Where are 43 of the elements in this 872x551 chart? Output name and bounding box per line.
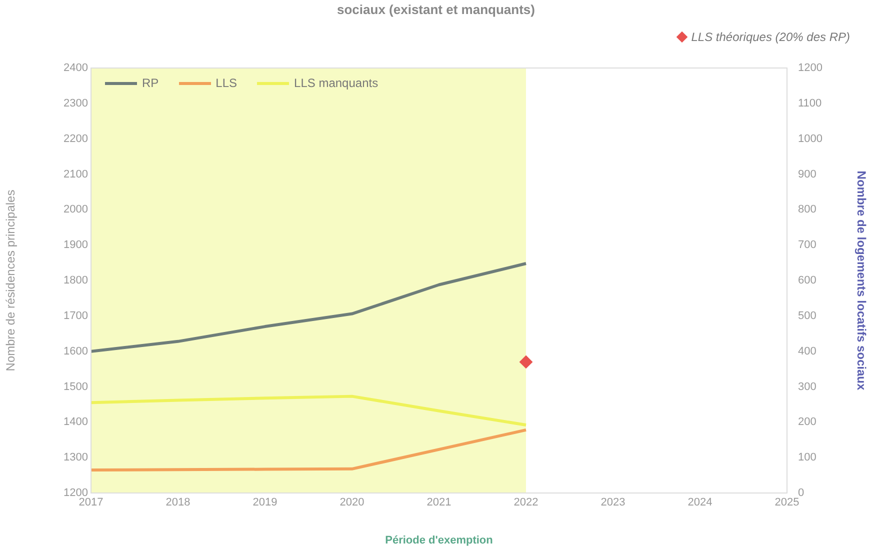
y2-tick-label: 900 [798,168,816,180]
y-tick-label: 1600 [64,345,88,358]
x-tick-label: 2020 [340,496,364,509]
x-tick-label: 2017 [78,496,104,509]
x-axis-title: Période d'exemption [385,534,494,546]
legend-label: LLS manquants [294,76,378,90]
y-tick-label: 2100 [64,168,88,180]
x-tick-label: 2024 [688,496,712,509]
y2-tick-label: 1100 [798,97,822,110]
y2-tick-label: 700 [798,239,816,252]
legend-label: LLS théoriques (20% des RP) [691,30,850,44]
chart-title: sociaux (existant et manquants) [336,2,536,17]
x-tick-label: 2025 [774,496,800,509]
y2-tick-label: 100 [798,452,816,464]
y-tick-label: 1900 [64,239,88,252]
y-tick-label: 2400 [64,62,88,74]
y-tick-label: 2200 [64,132,88,145]
x-tick-label: 2021 [426,496,452,509]
y-tick-label: 1200 [64,487,88,500]
y-axis-title: Nombre de résidences principales [4,190,18,372]
x-tick-label: 2019 [252,496,278,509]
y-tick-label: 1400 [64,416,88,428]
x-tick-label: 2022 [514,496,538,509]
y-tick-label: 2000 [64,204,88,216]
y2-tick-label: 1000 [798,132,822,145]
y-tick-label: 1500 [64,380,88,393]
legend-label: RP [142,76,159,90]
y2-tick-label: 300 [798,380,816,393]
y2-tick-label: 600 [798,274,816,287]
y2-tick-label: 400 [798,345,816,358]
y2-tick-label: 800 [798,204,816,216]
y-tick-label: 1700 [64,310,88,322]
y2-tick-label: 1200 [798,62,822,74]
y-tick-label: 1800 [64,274,88,287]
legend-label: LLS [216,76,238,90]
y-tick-label: 2300 [64,97,88,110]
y2-tick-label: 500 [798,310,816,322]
x-tick-label: 2018 [166,496,190,509]
x-tick-label: 2023 [600,496,626,509]
y2-tick-label: 200 [798,416,816,428]
y2-tick-label: 0 [798,487,804,500]
y2-axis-title: Nombre de logements locatifs sociaux [854,170,868,391]
y-tick-label: 1300 [64,452,88,464]
